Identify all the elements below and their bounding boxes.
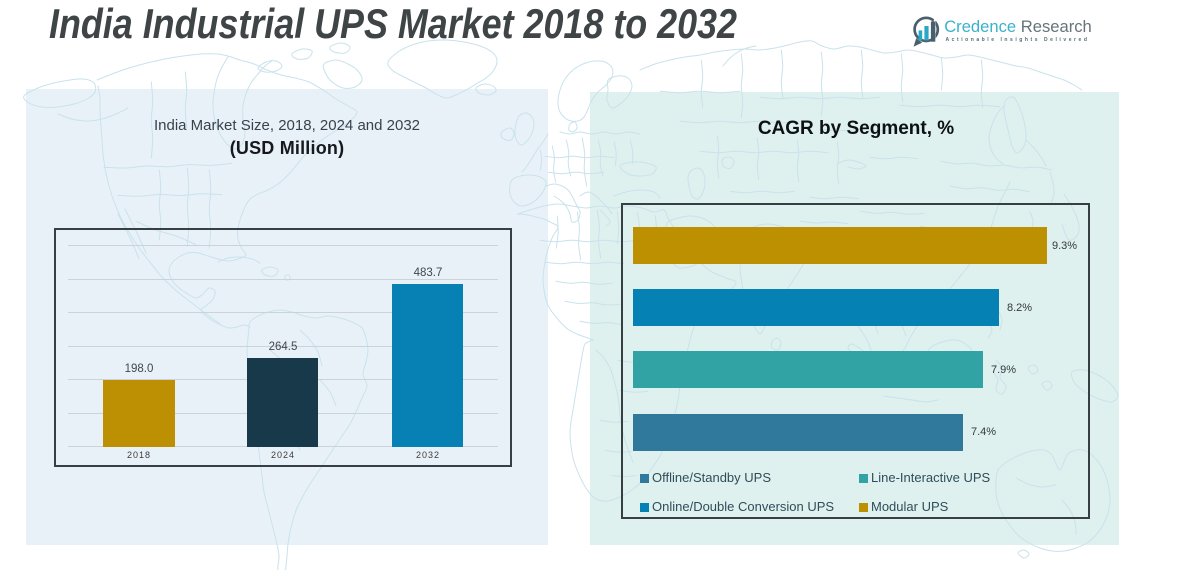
svg-text:Actionable Insights Delivered: Actionable Insights Delivered [946,37,1090,43]
svg-text:Credence Research: Credence Research [944,17,1092,36]
